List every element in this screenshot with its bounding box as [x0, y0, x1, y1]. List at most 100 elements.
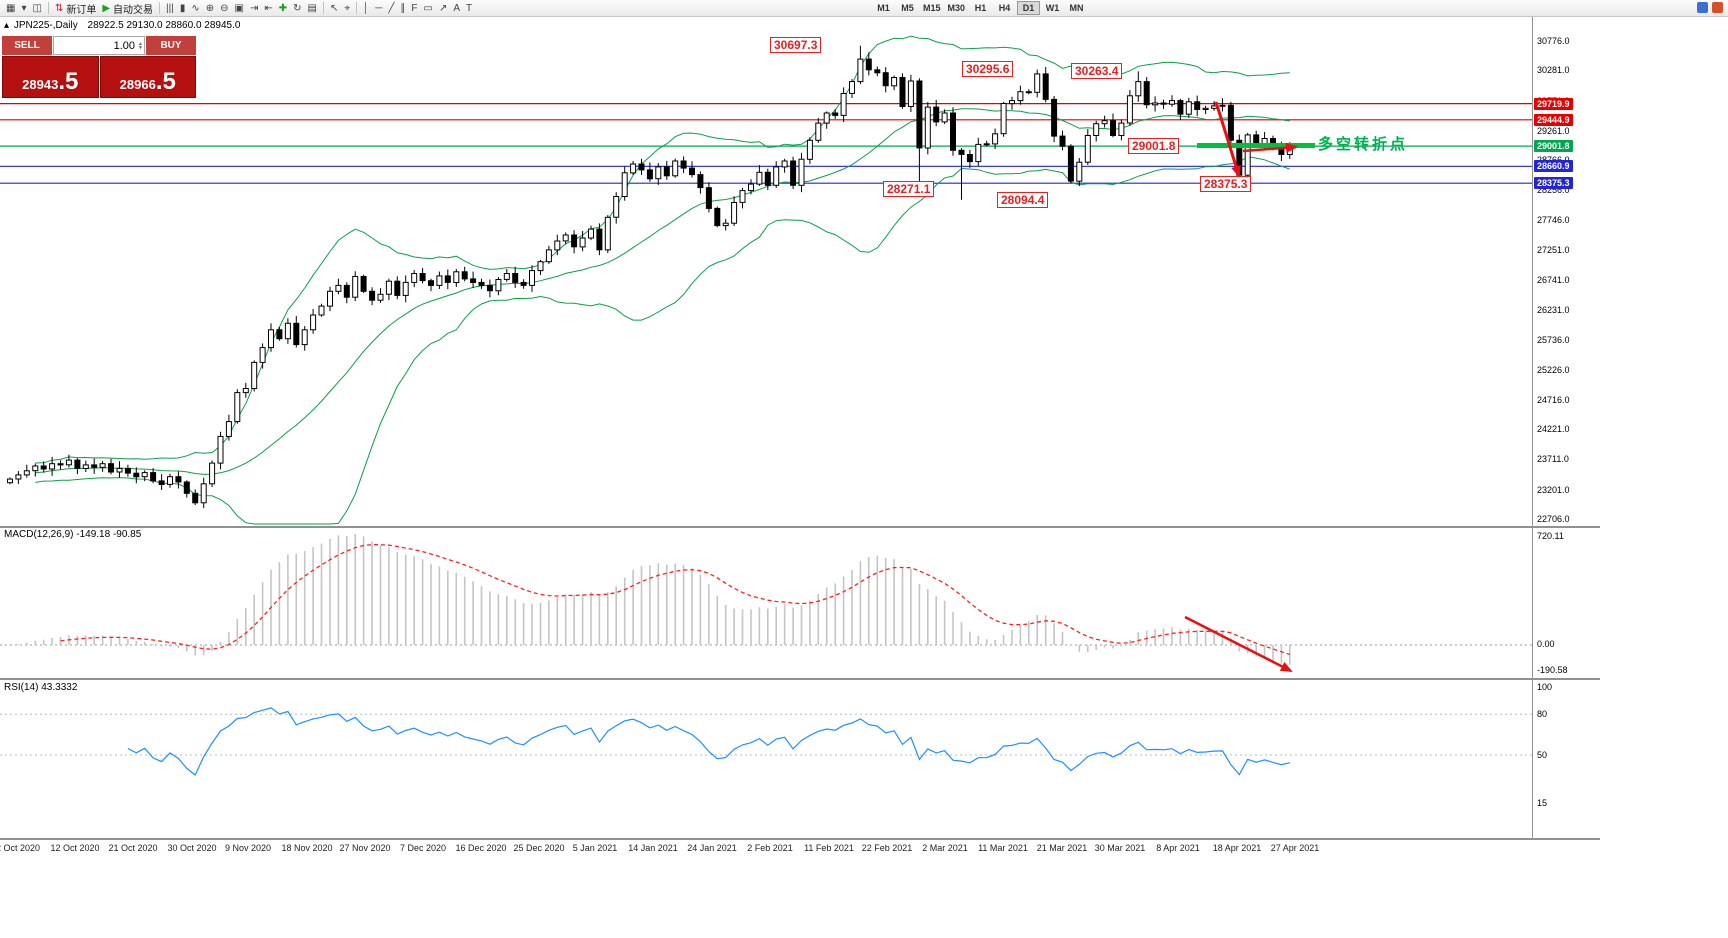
turning-point-note[interactable]: 多空转折点: [1318, 136, 1409, 153]
volume-input[interactable]: 1.00 ▲ ▼: [53, 36, 145, 55]
sell-button[interactable]: SELL: [2, 36, 52, 55]
toolbar-groups: ▦ ▾ ◫ ⇅ 新订单 ▶ 自动交易 ||| ▮ ∿ ⊕ ⊖ ▣ ⇥ ⇤ ✚ ↻ ▤ ↖ ⌖ │ ─ ╱ ∥ F ▭ ↗ A T: [3, 0, 475, 16]
time-axis-label: 2 Mar 2021: [922, 843, 968, 853]
buy-price-panel[interactable]: 28966.5: [99, 56, 196, 98]
time-axis-label: 8 Apr 2021: [1156, 843, 1200, 853]
time-axis-label: 18 Nov 2020: [281, 843, 333, 853]
price-axis-label: 28766.0: [1537, 155, 1570, 165]
alert-status-icon[interactable]: [1712, 2, 1723, 13]
price-axis-label: 27251.0: [1537, 244, 1570, 255]
symbol-period-label: JPN225-,Daily: [13, 20, 78, 31]
timeframe-m5-button[interactable]: M5: [901, 3, 914, 13]
timeframe-h4-button[interactable]: H4: [998, 3, 1011, 13]
equidistant-channel-button[interactable]: ∥: [397, 1, 408, 16]
timeframe-m15-button[interactable]: M15: [923, 3, 941, 13]
vertical-line-button[interactable]: │: [360, 1, 372, 16]
new-chart-button[interactable]: ▦: [3, 1, 18, 16]
price-axis-label: 25226.0: [1537, 364, 1570, 375]
time-axis-label: 11 Mar 2021: [978, 843, 1028, 853]
bars-chart-button[interactable]: |||: [163, 1, 177, 16]
spinner-down-icon[interactable]: ▼: [138, 44, 143, 51]
cursor-icon: ↖: [329, 2, 339, 14]
price-label-annotation[interactable]: 30697.3: [770, 37, 822, 53]
timeframe-h1-button[interactable]: H1: [974, 3, 987, 13]
rsi-axis-label: 15: [1537, 797, 1548, 808]
rsi-axis-label: 100: [1537, 682, 1553, 692]
arrows-button[interactable]: ↗: [436, 1, 450, 16]
sell-price-panel[interactable]: 28943.5: [2, 56, 99, 98]
indicators-icon: ✚: [278, 2, 288, 14]
price-axis-label: 24716.0: [1537, 394, 1570, 405]
refresh-button[interactable]: ↻: [290, 1, 304, 16]
text-label-button[interactable]: A: [450, 1, 463, 16]
zoom-out-button[interactable]: ⊖: [217, 1, 231, 16]
line-chart-button[interactable]: ∿: [188, 1, 202, 16]
zoom-out-icon: ⊖: [220, 2, 229, 14]
macd-axis-label: -190.58: [1537, 665, 1568, 675]
price-axis-label: 26231.0: [1537, 305, 1570, 316]
candlestick-chart-button[interactable]: ▮: [177, 1, 189, 16]
zoom-in-button[interactable]: ⊕: [203, 1, 217, 16]
price-axis-label: 27746.0: [1537, 215, 1570, 226]
autotrading-button[interactable]: ▶ 自动交易: [99, 1, 156, 16]
price-label-annotation[interactable]: 28271.1: [883, 181, 935, 197]
price-axis-label: 24221.0: [1537, 424, 1570, 435]
time-axis-label: 27 Nov 2020: [339, 843, 391, 853]
buy-button[interactable]: BUY: [146, 36, 196, 55]
time-axis[interactable]: 2 Oct 2020 12 Oct 2020 21 Oct 2020 30 Oct 2…: [0, 839, 1532, 860]
chart-shift-button[interactable]: ⇤: [261, 1, 275, 16]
rsi-axis-label: 80: [1537, 709, 1548, 720]
timeframe-m1-button[interactable]: M1: [877, 3, 890, 13]
time-axis-label: 21 Mar 2021: [1036, 843, 1088, 853]
zoom-in-icon: ⊕: [205, 2, 215, 14]
timeframe-m30-button[interactable]: M30: [947, 3, 966, 13]
text-icon: T: [466, 2, 473, 14]
price-label-annotation[interactable]: 28375.3: [1200, 176, 1252, 192]
templates-button[interactable]: ▤: [305, 1, 320, 16]
tile-windows-button[interactable]: ▣: [232, 1, 247, 16]
timeframe-mn-button[interactable]: MN: [1069, 3, 1084, 13]
cursor-button[interactable]: ↖: [327, 1, 341, 16]
price-line-tag: 28375.3: [1534, 177, 1573, 190]
community-status-icon[interactable]: [1697, 2, 1708, 13]
price-axis[interactable]: 30776.030281.029771.029261.028766.028256…: [1532, 0, 1627, 860]
text-button[interactable]: T: [463, 1, 475, 16]
equidistant-channel-icon: ∥: [400, 2, 406, 14]
volume-spinner[interactable]: ▲ ▼: [138, 40, 143, 51]
macd-axis-label: 0.00: [1537, 639, 1555, 649]
macd-label: MACD(12,26,9) -149.18 -90.85: [4, 529, 142, 540]
price-line-tag: 28660.9: [1534, 160, 1573, 173]
auto-scroll-button[interactable]: ⇥: [247, 1, 261, 16]
fibonacci-button[interactable]: F: [408, 1, 420, 16]
indicators-button[interactable]: ✚: [276, 1, 290, 16]
rsi-axis-label: 50: [1537, 750, 1548, 760]
chart-title-ohlc: ▴ JPN225-,Daily 28922.5 29130.0 28860.0 …: [4, 20, 240, 31]
time-axis-label: 24 Jan 2021: [687, 843, 737, 853]
crosshair-button[interactable]: ⌖: [341, 1, 353, 16]
new-order-button[interactable]: ⇅ 新订单: [52, 1, 99, 16]
time-axis-label: 27 Apr 2021: [1270, 843, 1320, 853]
timeframe-w1-button[interactable]: W1: [1045, 3, 1060, 13]
price-axis-label: 28256.0: [1537, 185, 1570, 196]
price-label-annotation[interactable]: 30295.6: [962, 61, 1014, 77]
price-label-annotation[interactable]: 29001.8: [1128, 138, 1180, 154]
timeframe-d1-button[interactable]: D1: [1017, 1, 1041, 15]
new-order-icon: ⇅: [54, 2, 64, 14]
shapes-button[interactable]: ▭: [421, 1, 436, 16]
price-axis-label: 30776.0: [1537, 36, 1570, 46]
horizontal-line-button[interactable]: ─: [372, 1, 385, 16]
time-axis-label: 21 Oct 2020: [108, 843, 158, 853]
spinner-up-icon[interactable]: ▲: [138, 40, 143, 47]
trendline-button[interactable]: ╱: [385, 1, 397, 16]
chart-dropdown-button[interactable]: ▾: [18, 1, 29, 16]
price-line-tag: 29719.9: [1534, 97, 1573, 110]
time-axis-label: 12 Oct 2020: [50, 843, 100, 853]
time-axis-label: 30 Mar 2021: [1094, 843, 1146, 853]
price-line-tag: 29444.9: [1534, 113, 1573, 126]
price-label-annotation[interactable]: 30263.4: [1071, 63, 1123, 79]
profiles-button[interactable]: ◫: [29, 1, 44, 16]
price-label-annotation[interactable]: 28094.4: [997, 192, 1049, 208]
